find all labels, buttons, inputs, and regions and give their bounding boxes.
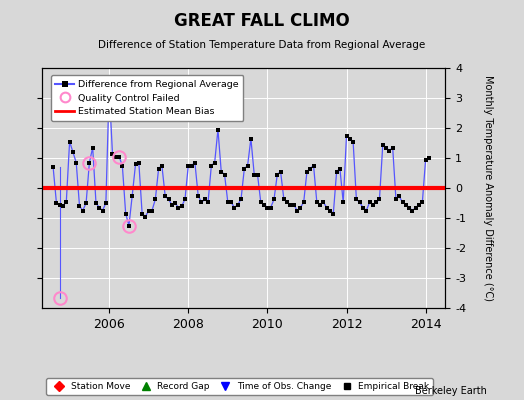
Text: Difference of Station Temperature Data from Regional Average: Difference of Station Temperature Data f… [99, 40, 425, 50]
Legend: Station Move, Record Gap, Time of Obs. Change, Empirical Break: Station Move, Record Gap, Time of Obs. C… [47, 378, 433, 395]
Y-axis label: Monthly Temperature Anomaly Difference (°C): Monthly Temperature Anomaly Difference (… [483, 75, 493, 301]
Text: GREAT FALL CLIMO: GREAT FALL CLIMO [174, 12, 350, 30]
Text: Berkeley Earth: Berkeley Earth [416, 386, 487, 396]
